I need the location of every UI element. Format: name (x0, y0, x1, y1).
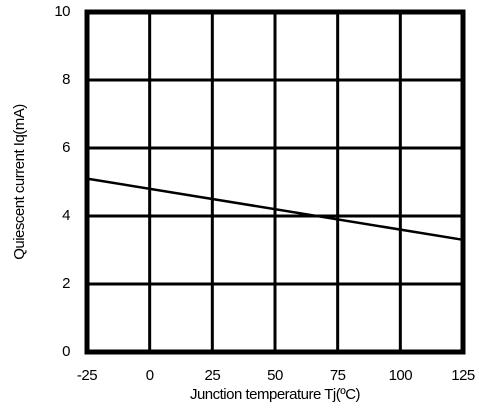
x-tick-label: 125 (451, 367, 475, 384)
plot-frame (84, 9, 466, 355)
x-axis-label: Junction temperature Tj(ºC) (190, 386, 361, 403)
x-tick-label: 100 (389, 367, 413, 384)
y-tick-label: 10 (54, 3, 70, 20)
y-tick-label: 2 (62, 275, 70, 292)
line (86, 177, 464, 242)
y-tick-label: 8 (62, 71, 70, 88)
y-tick-label: 0 (62, 343, 70, 360)
x-tick-label: 25 (204, 367, 220, 384)
x-tick-label: 50 (267, 367, 283, 384)
x-tick-label: 0 (146, 367, 154, 384)
x-tick-label: -25 (77, 367, 97, 384)
y-axis-label: Quiescent current Iq(mA) (11, 104, 28, 260)
y-tick-label: 4 (62, 207, 70, 224)
y-tick-label: 6 (62, 139, 70, 156)
x-tick-label: 75 (330, 367, 346, 384)
